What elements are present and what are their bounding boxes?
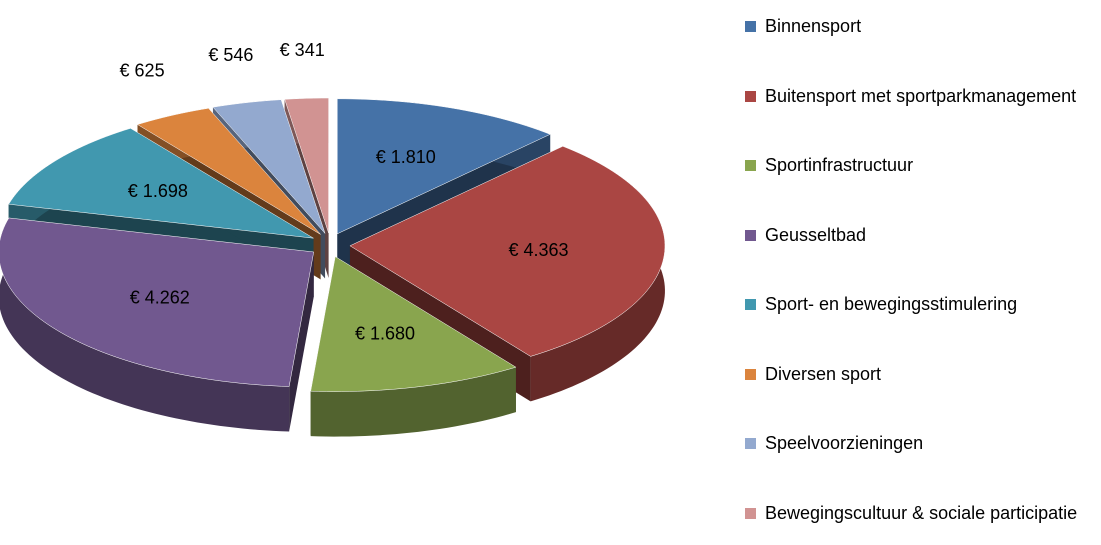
- slice-rim: [0, 217, 290, 432]
- data-label: € 1.698: [128, 181, 188, 201]
- slice-group: [0, 217, 315, 432]
- legend-item: Binnensport: [745, 14, 1085, 38]
- slice: [212, 99, 326, 234]
- slice-rim: [310, 367, 516, 437]
- slice: [337, 98, 551, 235]
- legend-label: Speelvoorzieningen: [765, 433, 924, 453]
- legend-label: Bewegingscultuur & sociale participatie: [765, 502, 1078, 523]
- data-label: € 625: [120, 60, 165, 80]
- legend-swatch: [745, 299, 756, 310]
- data-label: € 546: [208, 45, 253, 65]
- legend-item: Sportinfrastructuur: [745, 153, 1085, 177]
- legend-swatch: [745, 90, 756, 102]
- legend-label: Diversen sport: [765, 363, 882, 384]
- slice: [349, 146, 666, 357]
- legend-item: Diversen sport: [745, 362, 1085, 386]
- legend-item: Geusseltbad: [745, 223, 1085, 247]
- slice: [310, 256, 517, 392]
- legend-label: Geusseltbad: [765, 224, 867, 245]
- legend-swatch: [745, 507, 756, 519]
- legend-label: Sportinfrastructuur: [765, 155, 914, 175]
- slice: [284, 97, 329, 234]
- legend-swatch: [745, 229, 756, 241]
- data-label: € 1.680: [355, 323, 415, 343]
- legend-swatch: [745, 160, 756, 171]
- slice-group: [310, 256, 517, 437]
- slice: [0, 217, 315, 387]
- legend-label: Binnensport: [765, 16, 862, 36]
- legend-item: Sport- en bewegingsstimulering: [745, 292, 1085, 316]
- slice-side: [289, 251, 314, 432]
- legend-label: Buitensport met sportparkmanagement: [765, 85, 1077, 106]
- legend-swatch: [745, 438, 756, 449]
- data-label: € 1.810: [376, 147, 436, 167]
- data-label: € 341: [280, 40, 325, 60]
- legend-item: Speelvoorzieningen: [745, 431, 1085, 455]
- legend-item: Bewegingscultuur & sociale participatie: [745, 501, 1085, 525]
- legend-label: Sport- en bewegingsstimulering: [765, 294, 1018, 314]
- chart: € 341 € 546 € 1.810 € 625 € 1.698 € 4.363 € 4.…: [0, 40, 666, 437]
- legend-item: Buitensport met sportparkmanagement: [745, 84, 1085, 108]
- slice: [136, 107, 321, 235]
- legend-swatch: [745, 368, 756, 380]
- data-label: € 4.262: [130, 288, 190, 308]
- data-label: € 4.363: [509, 240, 569, 260]
- slice: [8, 128, 314, 239]
- legend-swatch: [745, 21, 756, 32]
